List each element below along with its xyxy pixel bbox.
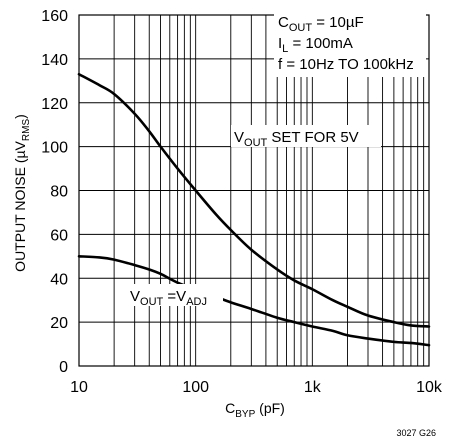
series-vout-5v-curve [77, 72, 431, 328]
y-tick-label: 140 [41, 52, 68, 69]
series-label-vout-5v-background [231, 125, 381, 147]
x-tick-label: 10 [70, 379, 88, 396]
x-axis-title: CBYP (pF) [225, 400, 285, 420]
y-tick-label: 100 [41, 140, 68, 157]
condition-line: IL = 100mA [278, 35, 353, 55]
y-tick-label: 120 [41, 96, 68, 113]
conditions-background [274, 9, 426, 77]
condition-line: f = 10Hz TO 100kHz [278, 56, 414, 73]
y-axis-title: OUTPUT NOISE (µVRMS) [12, 114, 32, 272]
y-tick-label: 40 [50, 271, 68, 288]
y-tick-label: 160 [41, 8, 68, 25]
series-label-vout-adj: VOUT =VADJ [130, 288, 207, 308]
tick-labels: 10 100 1k 10k 0 20 40 60 80 100 120 140 160 [41, 8, 443, 396]
x-tick-label: 10k [416, 379, 443, 396]
y-tick-label: 20 [50, 315, 68, 332]
figure-id: 3027 G26 [396, 428, 436, 438]
series-vout-adj-curve [77, 255, 431, 347]
y-tick-label: 60 [50, 227, 68, 244]
condition-line: COUT = 10µF [278, 14, 364, 34]
series-label-vout-adj-background [127, 284, 223, 306]
y-tick-label: 0 [59, 359, 68, 376]
x-tick-label: 100 [182, 379, 209, 396]
series-label-vout-5v: VOUT SET FOR 5V [234, 129, 359, 149]
y-tick-label: 80 [50, 184, 68, 201]
grid-lines [78, 14, 429, 367]
plot-frame [78, 14, 430, 367]
curve-layer [77, 72, 431, 347]
x-tick-label: 1k [304, 379, 322, 396]
series-labels: VOUT SET FOR 5V VOUT =VADJ [127, 125, 381, 308]
